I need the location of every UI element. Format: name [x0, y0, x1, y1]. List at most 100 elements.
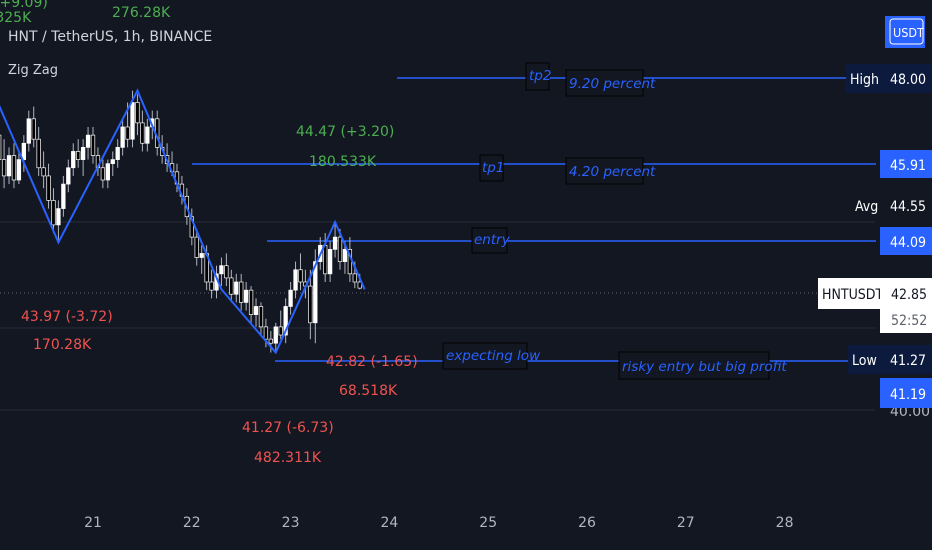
pivot-label-line2: 482.311K [254, 450, 322, 466]
low-price-tag: Low 41.27 [848, 345, 932, 374]
candle-body [268, 338, 273, 344]
x-tick-label: 21 [84, 515, 102, 531]
candle-body [135, 102, 140, 124]
candle-body [209, 281, 214, 291]
candle-body [51, 200, 56, 226]
candle-body [46, 175, 51, 201]
entry-annotation[interactable]: entry [471, 227, 511, 254]
high-price-value: 48.00 [890, 72, 926, 88]
candle-body [288, 289, 293, 307]
tp2-text: tp2 [529, 68, 551, 84]
pivot-label-line2: 170.28K [33, 337, 92, 353]
candle-body [258, 306, 264, 328]
candle-body [21, 142, 26, 160]
expecting-low-text: expecting low [446, 348, 541, 364]
candle-body [243, 289, 249, 303]
candle-body [56, 208, 61, 226]
tp2-percent-annotation[interactable]: 9.20 percent [565, 69, 656, 97]
tp1-annotation[interactable]: tp1 [479, 154, 504, 182]
candle-body [41, 167, 46, 177]
risky-entry-text: risky entry but big profit [622, 359, 787, 375]
pivot-label-line1: (+9.09) [0, 0, 48, 11]
risky-entry-annotation[interactable]: risky entry but big profit [618, 351, 787, 380]
pivot-label-line2: 1.325K [0, 10, 32, 26]
candle-body [199, 253, 204, 258]
candle-body [298, 269, 303, 283]
countdown-value: 52:52 [891, 313, 927, 329]
candle-body [61, 183, 66, 209]
candle-body [308, 285, 313, 324]
expecting-low-price-value: 41.19 [890, 387, 926, 403]
tp1-percent-annotation[interactable]: 4.20 percent [565, 157, 656, 185]
candle-body [357, 281, 362, 289]
tp2-annotation[interactable]: tp2 [525, 62, 551, 91]
candle-body [234, 281, 239, 295]
candle-body [293, 269, 298, 291]
candle-body [26, 118, 31, 144]
high-price-tag: High 48.00 [846, 64, 932, 93]
candle-body [278, 326, 283, 336]
candle-body [130, 102, 135, 140]
currency-button[interactable]: USDT [885, 16, 925, 48]
candle-body [115, 147, 120, 160]
candle-body [71, 151, 76, 169]
time-scale[interactable] [0, 490, 932, 550]
symbol-label: HNTUSDT [822, 287, 884, 303]
candle-body [0, 134, 2, 160]
tp1-text: tp1 [482, 160, 504, 176]
candle-body [85, 134, 91, 148]
currency-label: USDT [893, 25, 924, 40]
entry-price-tag: 44.09 [880, 227, 932, 255]
pivot-label-line1: 42.82 (-1.65) [326, 354, 418, 370]
candle-body [36, 138, 41, 169]
candle-body [120, 126, 125, 148]
candle-body [80, 147, 86, 160]
candle-body [219, 265, 224, 275]
candle-body [263, 326, 269, 340]
candle-body [224, 265, 229, 279]
low-tag-label: Low [852, 353, 877, 369]
candle-body [31, 118, 36, 140]
low-price-value: 41.27 [890, 353, 926, 369]
candle-body [253, 306, 259, 315]
candle-body [337, 236, 343, 262]
candle-body [11, 155, 17, 181]
candle-body [229, 277, 234, 295]
pivot-label-line1: 43.97 (-3.72) [21, 309, 113, 325]
candle-body [1, 159, 7, 177]
x-tick-label: 26 [578, 515, 596, 531]
candle-body [327, 249, 333, 275]
pivot-label-line2: 68.518K [339, 383, 398, 399]
candle-body [283, 306, 288, 336]
candle-body [248, 289, 254, 315]
pivot-label-line2: 180.533K [309, 154, 377, 170]
candle-body [110, 159, 115, 165]
tp1-price-tag: 45.91 [880, 150, 932, 178]
expecting-low-price-tag: 41.19 [880, 378, 932, 408]
candle-body [323, 244, 328, 275]
candle-body [140, 122, 145, 144]
candle-body [100, 167, 106, 181]
expecting-low-annotation[interactable]: expecting low [442, 342, 541, 370]
last-price-value: 42.85 [891, 287, 927, 303]
x-tick-label: 24 [380, 515, 398, 531]
pivot-label-line1: 44.47 (+3.20) [296, 124, 394, 140]
candle-body [313, 261, 318, 324]
candle-body [352, 273, 357, 283]
candle-body [239, 281, 244, 303]
chart-title: HNT / TetherUS, 1h, BINANCE [8, 29, 212, 45]
last-price-tag: HNTUSDT 42.85 52:52 [818, 278, 932, 333]
candle-body [66, 167, 71, 185]
entry-price-value: 44.09 [890, 235, 926, 251]
avg-price-tag: Avg 44.55 [850, 191, 932, 219]
candle-body [90, 134, 96, 156]
high-tag-label: High [850, 72, 879, 88]
x-tick-label: 22 [183, 515, 201, 531]
candle-body [332, 236, 338, 250]
pivot-label-line2: 276.28K [112, 5, 171, 21]
candle-body [342, 249, 348, 262]
tp1-price-value: 45.91 [890, 158, 926, 174]
candle-body [16, 159, 22, 181]
